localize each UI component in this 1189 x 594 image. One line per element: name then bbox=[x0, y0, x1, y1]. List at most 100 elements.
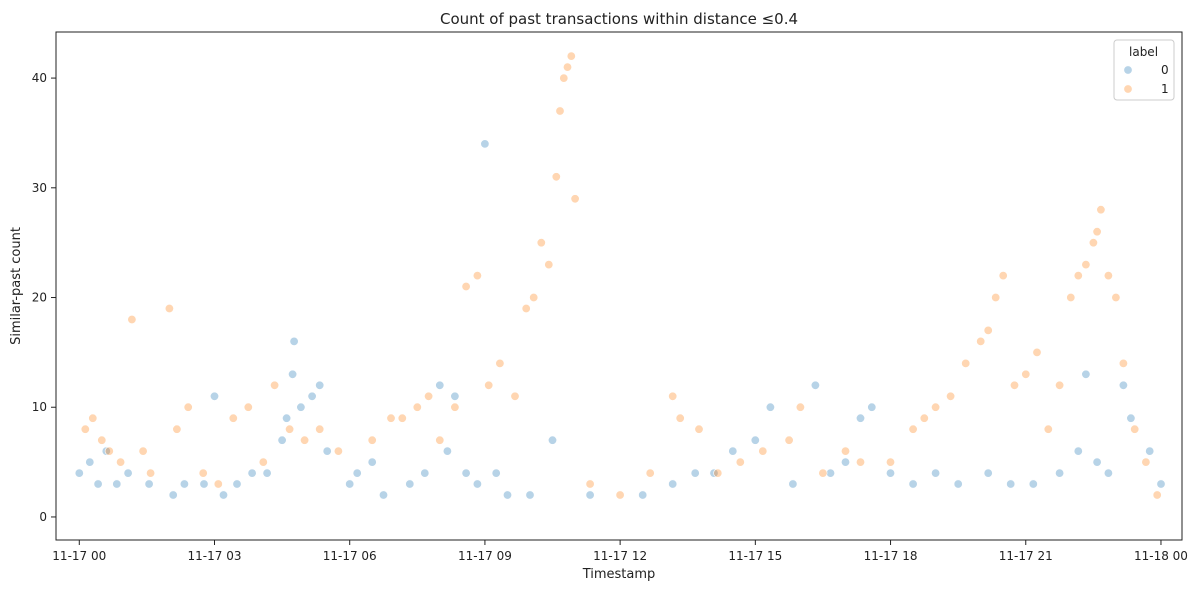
plot-frame bbox=[55, 31, 1183, 541]
data-point-1 bbox=[386, 413, 396, 423]
data-point-0 bbox=[502, 490, 512, 500]
legend-label-0: 0 bbox=[1161, 63, 1169, 77]
data-point-1 bbox=[1103, 271, 1113, 281]
data-point-1 bbox=[855, 457, 865, 467]
data-point-0 bbox=[867, 402, 877, 412]
data-point-1 bbox=[536, 238, 546, 248]
data-point-0 bbox=[638, 490, 648, 500]
data-point-0 bbox=[1118, 380, 1128, 390]
data-point-1 bbox=[1096, 205, 1106, 215]
data-point-1 bbox=[1032, 347, 1042, 357]
data-point-0 bbox=[247, 468, 257, 478]
data-point-1 bbox=[795, 402, 805, 412]
data-point-1 bbox=[908, 424, 918, 434]
data-point-0 bbox=[1055, 468, 1065, 478]
data-point-0 bbox=[931, 468, 941, 478]
data-point-0 bbox=[983, 468, 993, 478]
y-tick-label: 20 bbox=[32, 291, 47, 305]
data-point-0 bbox=[199, 479, 209, 489]
data-point-1 bbox=[333, 446, 343, 456]
data-point-1 bbox=[1118, 358, 1128, 368]
data-point-1 bbox=[1066, 292, 1076, 302]
data-point-1 bbox=[1088, 238, 1098, 248]
data-point-1 bbox=[998, 271, 1008, 281]
data-point-0 bbox=[1145, 446, 1155, 456]
data-point-0 bbox=[953, 479, 963, 489]
data-point-0 bbox=[168, 490, 178, 500]
data-point-0 bbox=[765, 402, 775, 412]
data-point-1 bbox=[300, 435, 310, 445]
data-point-0 bbox=[85, 457, 95, 467]
data-point-0 bbox=[585, 490, 595, 500]
data-point-1 bbox=[258, 457, 268, 467]
data-point-1 bbox=[521, 303, 531, 313]
data-point-1 bbox=[713, 468, 723, 478]
data-point-1 bbox=[1055, 380, 1065, 390]
data-point-1 bbox=[97, 435, 107, 445]
data-point-1 bbox=[1141, 457, 1151, 467]
x-tick-label: 11-18 00 bbox=[1134, 549, 1188, 563]
data-point-0 bbox=[472, 479, 482, 489]
data-point-0 bbox=[435, 380, 445, 390]
y-tick-label: 0 bbox=[39, 510, 47, 524]
data-point-0 bbox=[825, 468, 835, 478]
data-point-1 bbox=[529, 292, 539, 302]
x-axis: 11-17 00 11-17 03 11-17 06 11-17 09 11-17 12… bbox=[52, 540, 1188, 563]
data-point-1 bbox=[104, 446, 114, 456]
data-point-0 bbox=[1081, 369, 1091, 379]
data-point-0 bbox=[289, 336, 299, 346]
data-point-0 bbox=[450, 391, 460, 401]
data-point-0 bbox=[1092, 457, 1102, 467]
data-point-1 bbox=[562, 62, 572, 72]
data-point-0 bbox=[315, 380, 325, 390]
x-tick-label: 11-17 03 bbox=[188, 549, 242, 563]
data-point-1 bbox=[555, 106, 565, 116]
chart-title: Count of past transactions within distan… bbox=[440, 10, 798, 28]
data-point-1 bbox=[758, 446, 768, 456]
data-point-0 bbox=[750, 435, 760, 445]
data-point-1 bbox=[1043, 424, 1053, 434]
data-point-0 bbox=[219, 490, 229, 500]
data-point-1 bbox=[585, 479, 595, 489]
data-point-1 bbox=[243, 402, 253, 412]
data-point-0 bbox=[1156, 479, 1166, 489]
data-point-1 bbox=[472, 271, 482, 281]
data-point-0 bbox=[547, 435, 557, 445]
data-point-1 bbox=[495, 358, 505, 368]
data-point-0 bbox=[1103, 468, 1113, 478]
data-point-0 bbox=[288, 369, 298, 379]
data-point-0 bbox=[93, 479, 103, 489]
data-point-0 bbox=[112, 479, 122, 489]
data-point-1 bbox=[412, 402, 422, 412]
data-point-0 bbox=[345, 479, 355, 489]
data-point-0 bbox=[1006, 479, 1016, 489]
data-point-0 bbox=[788, 479, 798, 489]
data-point-1 bbox=[675, 413, 685, 423]
legend-marker-0 bbox=[1123, 65, 1133, 75]
data-point-0 bbox=[262, 468, 272, 478]
data-point-1 bbox=[424, 391, 434, 401]
data-point-0 bbox=[690, 468, 700, 478]
data-point-0 bbox=[179, 479, 189, 489]
data-point-1 bbox=[213, 479, 223, 489]
data-point-1 bbox=[946, 391, 956, 401]
data-point-1 bbox=[668, 391, 678, 401]
data-point-1 bbox=[315, 424, 325, 434]
data-point-1 bbox=[80, 424, 90, 434]
data-point-0 bbox=[307, 391, 317, 401]
data-point-0 bbox=[1028, 479, 1038, 489]
data-point-0 bbox=[442, 446, 452, 456]
data-point-0 bbox=[378, 490, 388, 500]
data-point-1 bbox=[1073, 271, 1083, 281]
data-point-1 bbox=[983, 325, 993, 335]
data-point-1 bbox=[127, 314, 137, 324]
data-point-1 bbox=[228, 413, 238, 423]
data-point-1 bbox=[183, 402, 193, 412]
data-point-1 bbox=[784, 435, 794, 445]
data-point-0 bbox=[1073, 446, 1083, 456]
legend-title: label bbox=[1129, 45, 1158, 59]
y-tick-label: 10 bbox=[32, 400, 47, 414]
data-point-1 bbox=[991, 292, 1001, 302]
x-tick-label: 11-17 00 bbox=[52, 549, 106, 563]
